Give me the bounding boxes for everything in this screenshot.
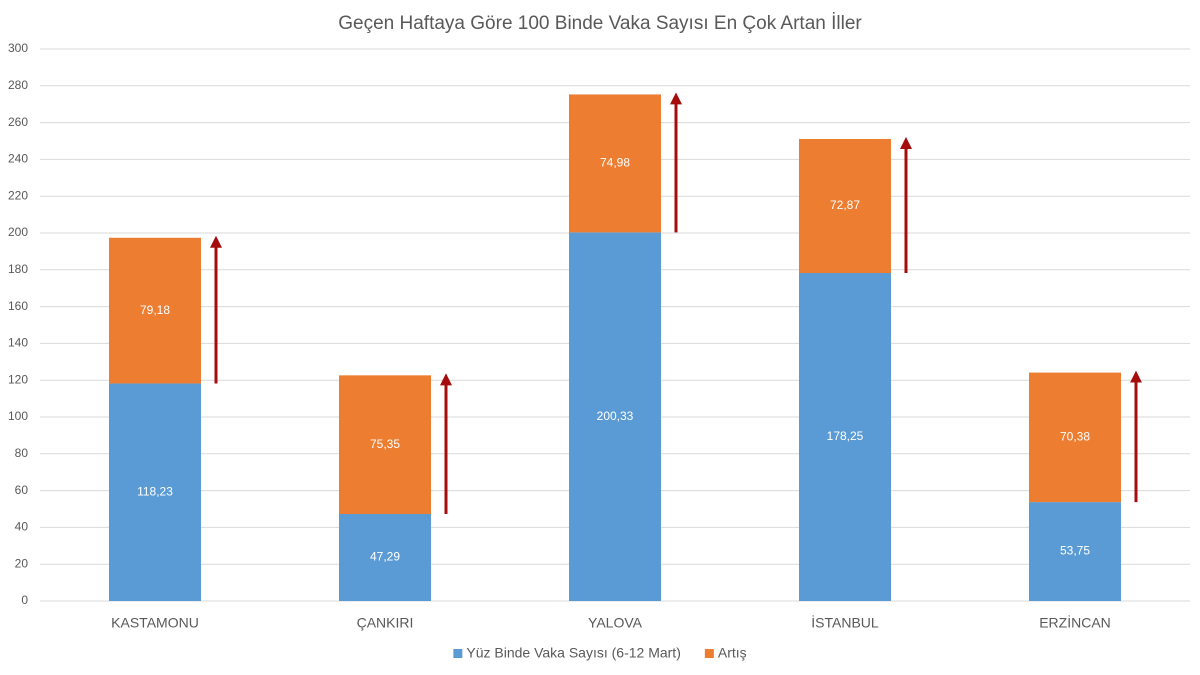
data-label: 178,25 — [827, 429, 864, 443]
bar-segment — [109, 237, 201, 384]
x-tick-label: KASTAMONU — [111, 615, 199, 631]
bar-segment — [799, 138, 891, 274]
legend-label: Artış — [718, 645, 747, 661]
y-tick-label: 120 — [8, 372, 28, 386]
x-tick-label: İSTANBUL — [811, 614, 879, 631]
data-label: 79,18 — [140, 303, 170, 317]
bar-segment — [799, 273, 891, 601]
bar-segment — [339, 513, 431, 601]
data-label: 118,23 — [137, 484, 173, 498]
data-label: 72,87 — [830, 198, 860, 212]
y-tick-label: 200 — [8, 225, 28, 239]
legend-swatch — [704, 649, 714, 658]
y-tick-label: 60 — [15, 483, 29, 497]
data-label: 70,38 — [1060, 430, 1090, 444]
y-tick-label: 260 — [8, 115, 28, 129]
y-tick-label: 300 — [8, 41, 28, 55]
legend-swatch — [453, 649, 463, 658]
x-tick-label: ERZİNCAN — [1039, 614, 1111, 631]
x-tick-label: ÇANKIRI — [357, 615, 414, 631]
y-tick-label: 40 — [15, 520, 29, 534]
data-label: 75,35 — [370, 437, 400, 451]
data-label: 74,98 — [600, 156, 630, 170]
bar-segment — [569, 232, 661, 601]
data-label: 53,75 — [1060, 544, 1090, 558]
y-tick-label: 20 — [15, 556, 29, 570]
y-tick-label: 280 — [8, 78, 28, 92]
chart-title: Geçen Haftaya Göre 100 Binde Vaka Sayısı… — [338, 13, 862, 34]
bar-segment — [1029, 372, 1121, 503]
y-tick-label: 180 — [8, 262, 28, 276]
y-tick-label: 80 — [15, 446, 29, 460]
bar-segment — [1029, 502, 1121, 601]
legend-label: Yüz Binde Vaka Sayısı (6-12 Mart) — [466, 645, 681, 661]
y-tick-label: 0 — [21, 593, 28, 607]
bar-segment — [339, 375, 431, 514]
x-tick-label: YALOVA — [588, 615, 643, 631]
legend: Yüz Binde Vaka Sayısı (6-12 Mart) Artış — [453, 645, 747, 661]
data-label: 200,33 — [597, 409, 634, 423]
bar-segment — [569, 94, 661, 233]
y-tick-label: 240 — [8, 152, 28, 166]
data-label: 47,29 — [370, 550, 400, 564]
y-tick-label: 100 — [8, 409, 28, 423]
y-tick-label: 140 — [8, 336, 28, 350]
y-tick-label: 160 — [8, 299, 28, 313]
y-tick-label: 220 — [8, 188, 28, 202]
bar-segment — [109, 383, 201, 601]
